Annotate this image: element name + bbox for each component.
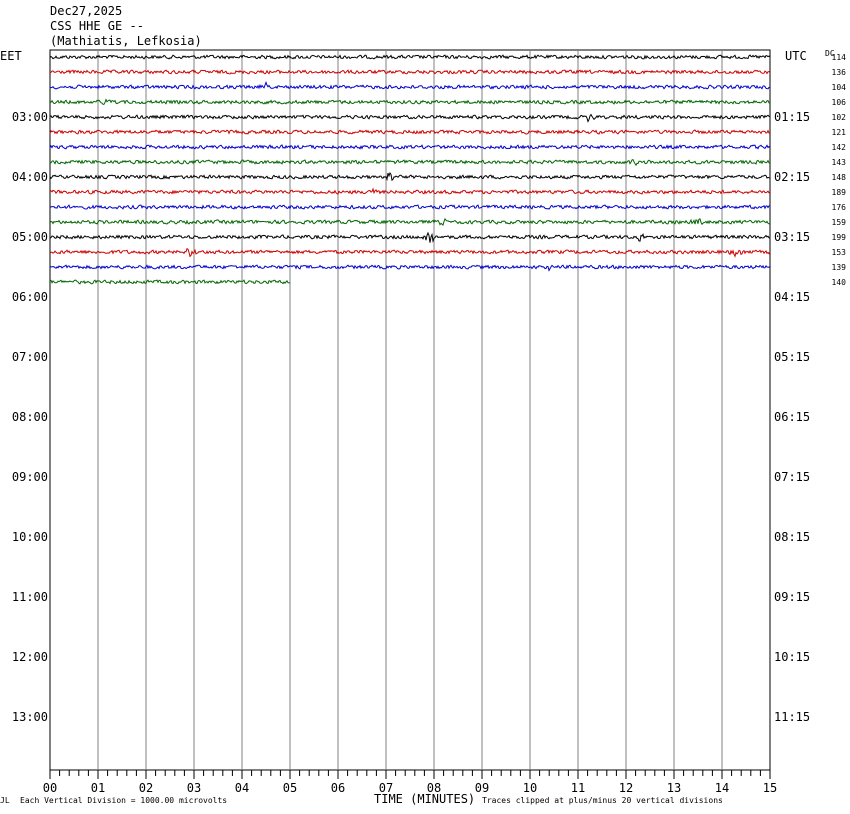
seismic-trace-14 bbox=[49, 247, 771, 258]
x-tick-label: 03 bbox=[187, 781, 201, 795]
dc-offset-label: 142 bbox=[832, 143, 847, 152]
x-axis-title: TIME (MINUTES) bbox=[374, 792, 476, 806]
location-label: (Mathiatis, Lefkosia) bbox=[50, 34, 202, 48]
left-hour-label: 09:00 bbox=[12, 470, 48, 484]
seismic-trace-15 bbox=[49, 264, 771, 272]
right-hour-label: 02:15 bbox=[774, 170, 810, 184]
seismic-trace-5 bbox=[49, 113, 771, 123]
dc-offset-label: 143 bbox=[832, 158, 847, 167]
right-hour-label: 10:15 bbox=[774, 650, 810, 664]
dc-offset-label: 106 bbox=[832, 98, 847, 107]
seismic-trace-13 bbox=[49, 231, 771, 243]
seismic-trace-8 bbox=[49, 158, 771, 167]
right-hour-label: 07:15 bbox=[774, 470, 810, 484]
right-hour-label: 08:15 bbox=[774, 530, 810, 544]
x-tick-label: 13 bbox=[667, 781, 681, 795]
x-tick-label: 12 bbox=[619, 781, 633, 795]
x-tick-label: 04 bbox=[235, 781, 249, 795]
x-tick-label: 09 bbox=[475, 781, 489, 795]
x-tick-label: 15 bbox=[763, 781, 777, 795]
left-hour-label: 13:00 bbox=[12, 710, 48, 724]
dc-offset-label: 104 bbox=[832, 83, 847, 92]
corner-mark: JL bbox=[0, 796, 10, 805]
dc-offset-label: 114 bbox=[832, 53, 847, 62]
seismic-trace-3 bbox=[50, 81, 771, 90]
left-hour-label: 12:00 bbox=[12, 650, 48, 664]
seismic-trace-6 bbox=[49, 129, 770, 135]
dc-offset-label: 159 bbox=[832, 218, 847, 227]
clip-note: Traces clipped at plus/minus 20 vertical… bbox=[482, 796, 723, 805]
left-hour-label: 08:00 bbox=[12, 410, 48, 424]
dc-offset-label: 199 bbox=[832, 233, 847, 242]
left-hour-label: 04:00 bbox=[12, 170, 48, 184]
seismic-trace-7 bbox=[49, 144, 771, 150]
seismic-trace-12 bbox=[49, 217, 771, 226]
scale-note: Each Vertical Division = 1000.00 microvo… bbox=[20, 796, 228, 805]
right-hour-label: 04:15 bbox=[774, 290, 810, 304]
dc-offset-label: 176 bbox=[832, 203, 847, 212]
left-hour-label: 05:00 bbox=[12, 230, 48, 244]
dc-offset-label: 136 bbox=[832, 68, 847, 77]
left-hour-label: 11:00 bbox=[12, 590, 48, 604]
right-hour-label: 03:15 bbox=[774, 230, 810, 244]
right-hour-label: 06:15 bbox=[774, 410, 810, 424]
x-tick-label: 05 bbox=[283, 781, 297, 795]
right-hour-label: 01:15 bbox=[774, 110, 810, 124]
x-tick-label: 02 bbox=[139, 781, 153, 795]
left-axis-title: EET bbox=[0, 49, 22, 63]
right-hour-label: 09:15 bbox=[774, 590, 810, 604]
seismic-trace-1 bbox=[49, 54, 771, 60]
dc-offset-label: 121 bbox=[832, 128, 847, 137]
dc-offset-label: 148 bbox=[832, 173, 847, 182]
dc-offset-label: 140 bbox=[832, 278, 847, 287]
date-label: Dec27,2025 bbox=[50, 4, 123, 18]
dc-offset-label: 139 bbox=[832, 263, 847, 272]
x-tick-label: 10 bbox=[523, 781, 537, 795]
right-axis-title: UTC bbox=[785, 49, 807, 63]
x-tick-label: 06 bbox=[331, 781, 345, 795]
left-hour-label: 10:00 bbox=[12, 530, 48, 544]
left-hour-label: 06:00 bbox=[12, 290, 48, 304]
seismic-trace-4 bbox=[49, 98, 771, 105]
station-label: CSS HHE GE -- bbox=[50, 19, 144, 33]
seismic-trace-16 bbox=[49, 279, 291, 285]
x-tick-label: 01 bbox=[91, 781, 105, 795]
dc-offset-label: 189 bbox=[832, 188, 847, 197]
seismic-trace-9 bbox=[49, 171, 771, 182]
x-tick-label: 14 bbox=[715, 781, 729, 795]
left-hour-label: 07:00 bbox=[12, 350, 48, 364]
right-hour-label: 05:15 bbox=[774, 350, 810, 364]
plot-frame bbox=[49, 49, 771, 771]
right-hour-label: 11:15 bbox=[774, 710, 810, 724]
seismic-trace-2 bbox=[49, 69, 771, 75]
x-tick-label: 07 bbox=[379, 781, 393, 795]
dc-offset-label: 153 bbox=[832, 248, 847, 257]
seismic-trace-10 bbox=[49, 187, 771, 195]
x-tick-label: 11 bbox=[571, 781, 585, 795]
dc-title: DC bbox=[825, 49, 835, 58]
x-tick-label: 00 bbox=[43, 781, 57, 795]
x-tick-label: 08 bbox=[427, 781, 441, 795]
seismic-trace-11 bbox=[49, 204, 771, 210]
dc-offset-label: 102 bbox=[832, 113, 847, 122]
left-hour-label: 03:00 bbox=[12, 110, 48, 124]
